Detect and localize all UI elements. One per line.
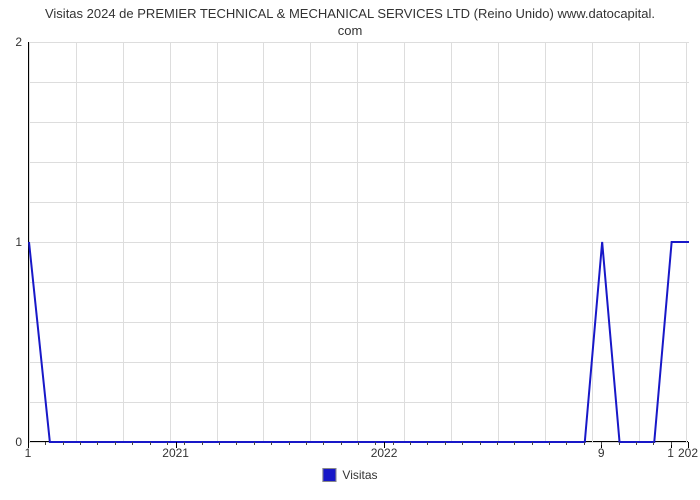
- xtick-minor: [445, 442, 446, 445]
- xtick-minor: [462, 442, 463, 445]
- xtick-label: 1: [667, 446, 674, 460]
- xtick-label: 9: [598, 446, 605, 460]
- legend-label: Visitas: [342, 468, 377, 482]
- xtick-minor: [566, 442, 567, 445]
- xtick-minor: [236, 442, 237, 445]
- xtick-minor: [289, 442, 290, 445]
- xtick-minor: [480, 442, 481, 445]
- xtick-minor: [80, 442, 81, 445]
- xtick-minor: [132, 442, 133, 445]
- xtick-minor: [410, 442, 411, 445]
- xtick-minor: [497, 442, 498, 445]
- ytick-label: 2: [2, 35, 22, 49]
- legend: Visitas: [322, 468, 377, 482]
- xtick-minor: [549, 442, 550, 445]
- xtick-minor: [653, 442, 654, 445]
- xtick-minor: [601, 442, 602, 445]
- xtick-minor: [514, 442, 515, 445]
- ytick-label: 1: [2, 235, 22, 249]
- xtick-label: 2022: [371, 446, 398, 460]
- xtick-minor: [219, 442, 220, 445]
- xtick-label: 202: [678, 446, 698, 460]
- chart-title-line2: com: [338, 23, 363, 38]
- xtick-minor: [45, 442, 46, 445]
- xtick-minor: [97, 442, 98, 445]
- xtick-minor: [184, 442, 185, 445]
- xtick-minor: [584, 442, 585, 445]
- chart-area: 012 12021202291202: [28, 42, 688, 442]
- xtick-minor: [167, 442, 168, 445]
- xtick-minor: [375, 442, 376, 445]
- xtick-minor: [254, 442, 255, 445]
- xtick-label: 2021: [162, 446, 189, 460]
- line-series: [29, 42, 689, 442]
- xtick-minor: [427, 442, 428, 445]
- chart-title: Visitas 2024 de PREMIER TECHNICAL & MECH…: [0, 0, 700, 42]
- xtick-minor: [619, 442, 620, 445]
- xtick-minor: [671, 442, 672, 445]
- xtick-minor: [150, 442, 151, 445]
- xtick-minor: [271, 442, 272, 445]
- xtick-label: 1: [25, 446, 32, 460]
- xtick-minor: [358, 442, 359, 445]
- xtick-minor: [202, 442, 203, 445]
- xtick-minor: [306, 442, 307, 445]
- xtick-minor: [323, 442, 324, 445]
- xtick-minor: [532, 442, 533, 445]
- xtick-minor: [393, 442, 394, 445]
- plot-region: [28, 42, 688, 442]
- ytick-label: 0: [2, 435, 22, 449]
- xtick-minor: [63, 442, 64, 445]
- xtick-minor: [115, 442, 116, 445]
- xtick-minor: [341, 442, 342, 445]
- xtick-minor: [636, 442, 637, 445]
- chart-title-line1: Visitas 2024 de PREMIER TECHNICAL & MECH…: [45, 6, 655, 21]
- legend-swatch: [322, 468, 336, 482]
